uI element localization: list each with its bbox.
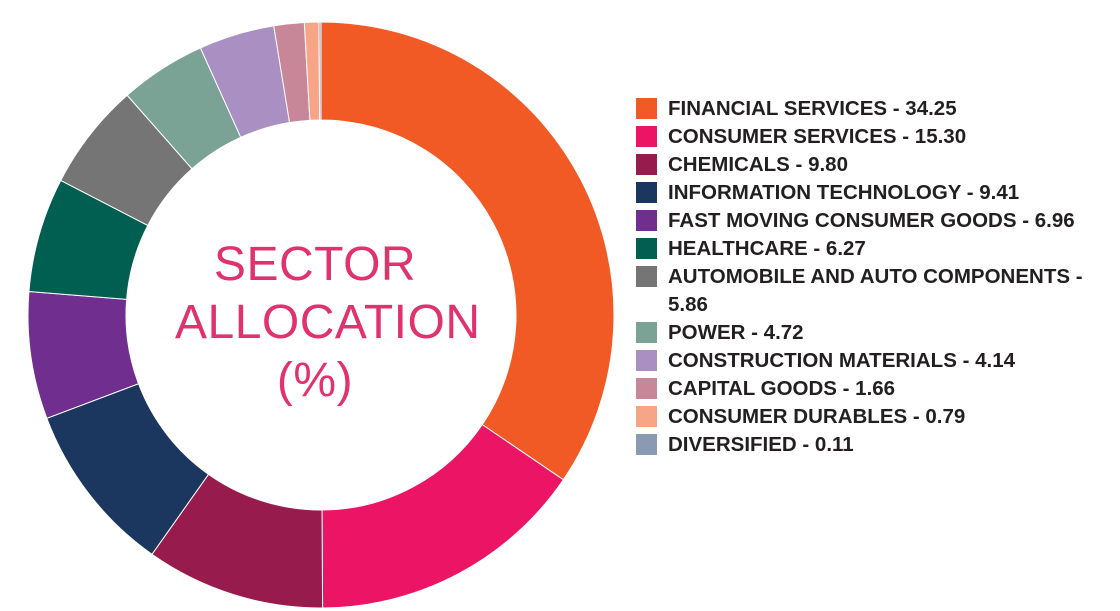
chart-title: SECTOR ALLOCATION (%): [175, 236, 481, 410]
legend-swatch: [636, 350, 657, 371]
legend-label: CONSUMER SERVICES - 15.30: [668, 125, 967, 148]
legend-label: CAPITAL GOODS - 1.66: [668, 377, 896, 400]
legend-swatch: [636, 154, 657, 175]
legend-label: CONSUMER DURABLES - 0.79: [668, 405, 966, 428]
legend-label: FINANCIAL SERVICES - 34.25: [668, 97, 957, 120]
legend-item: CONSTRUCTION MATERIALS - 4.14: [636, 347, 1116, 375]
legend-item: CAPITAL GOODS - 1.66: [636, 375, 1116, 403]
legend-label: DIVERSIFIED - 0.11: [668, 433, 854, 456]
legend-item: INFORMATION TECHNOLOGY - 9.41: [636, 179, 1116, 207]
legend-label: POWER - 4.72: [668, 321, 804, 344]
legend-label: CONSTRUCTION MATERIALS - 4.14: [668, 349, 1015, 372]
legend-swatch: [636, 378, 657, 399]
legend-item: HEALTHCARE - 6.27: [636, 235, 1116, 263]
legend-swatch: [636, 126, 657, 147]
legend-swatch: [636, 98, 657, 119]
legend-swatch: [636, 238, 657, 259]
legend-swatch: [636, 322, 657, 343]
legend-item: FAST MOVING CONSUMER GOODS - 6.96: [636, 207, 1116, 235]
legend-item: CONSUMER SERVICES - 15.30: [636, 123, 1116, 151]
chart-title-line-3: (%): [276, 354, 354, 407]
legend-swatch: [636, 210, 657, 231]
legend-label: HEALTHCARE - 6.27: [668, 237, 866, 260]
chart-legend: FINANCIAL SERVICES - 34.25 CONSUMER SERVI…: [636, 95, 1116, 459]
legend-swatch: [636, 434, 657, 455]
legend-item: POWER - 4.72: [636, 319, 1116, 347]
legend-item: DIVERSIFIED - 0.11: [636, 431, 1116, 459]
legend-swatch: [636, 182, 657, 203]
legend-item: CONSUMER DURABLES - 0.79: [636, 403, 1116, 431]
legend-label: INFORMATION TECHNOLOGY - 9.41: [668, 181, 1020, 204]
legend-swatch: [636, 266, 657, 287]
chart-title-line-2: ALLOCATION: [175, 296, 481, 349]
legend-item: CHEMICALS - 9.80: [636, 151, 1116, 179]
donut-slice-12: [318, 21, 322, 121]
chart-title-line-1: SECTOR: [213, 238, 417, 291]
legend-label: AUTOMOBILE AND AUTO COMPONENTS - 5.86: [668, 265, 1083, 316]
legend-label: FAST MOVING CONSUMER GOODS - 6.96: [668, 209, 1075, 232]
legend-item: FINANCIAL SERVICES - 34.25: [636, 95, 1116, 123]
legend-label: CHEMICALS - 9.80: [668, 153, 848, 176]
donut-slice-1: [320, 21, 615, 481]
legend-swatch: [636, 406, 657, 427]
donut-chart: [27, 21, 615, 609]
legend-item: AUTOMOBILE AND AUTO COMPONENTS - 5.86: [636, 263, 1116, 319]
